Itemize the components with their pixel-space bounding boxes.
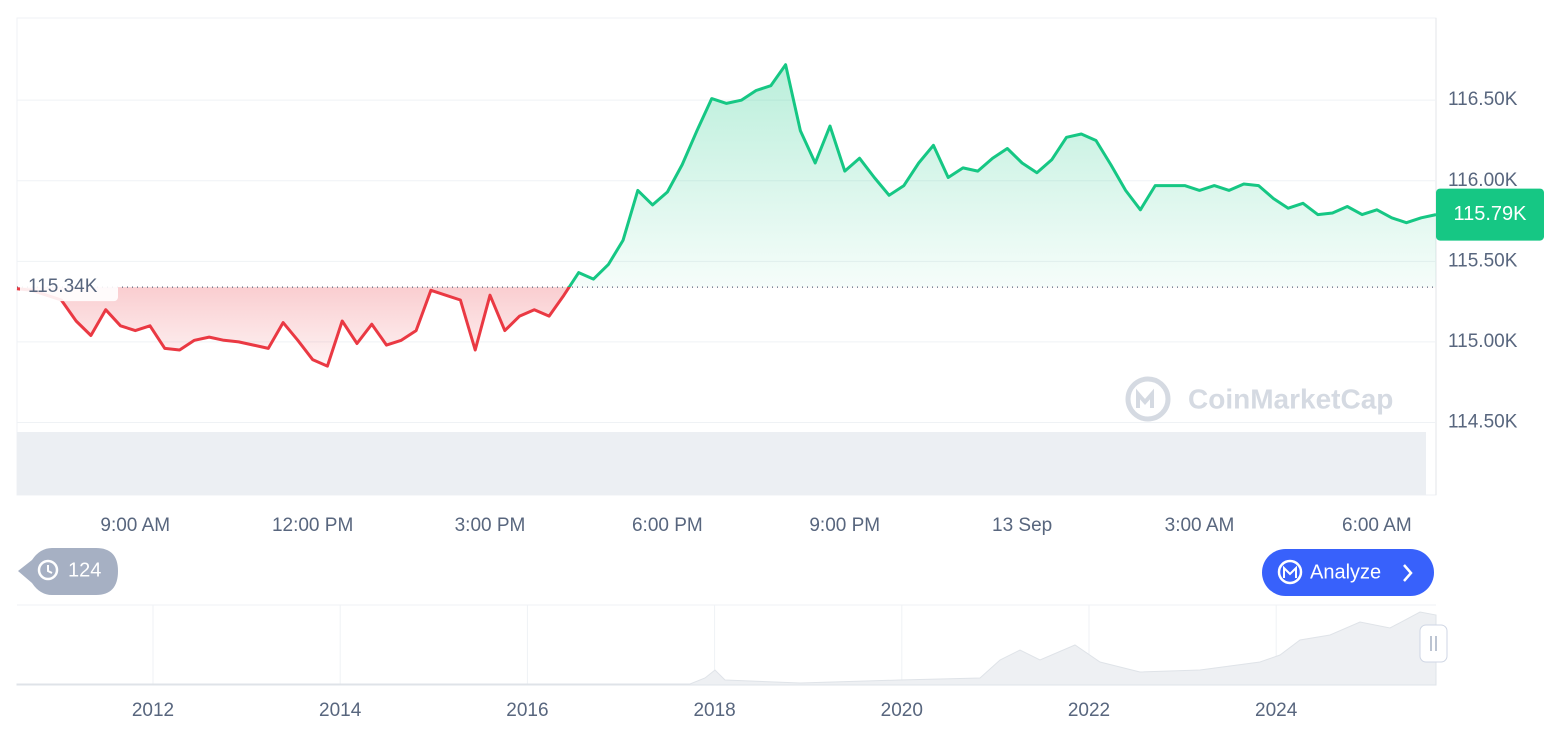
y-tick-label: 116.00K	[1448, 170, 1518, 191]
price-area	[17, 64, 1436, 367]
navigator-area	[16, 611, 1437, 686]
watermark-text: CoinMarketCap	[1188, 383, 1393, 414]
x-tick-label: 9:00 PM	[809, 515, 880, 536]
volume-band	[17, 432, 1426, 495]
analyze-button[interactable]: Analyze	[1262, 549, 1434, 596]
navigator-label: 2024	[1255, 700, 1298, 721]
y-tick-label: 115.50K	[1448, 250, 1518, 271]
navigator-label: 2014	[319, 700, 362, 721]
x-tick-label: 12:00 PM	[272, 515, 353, 536]
navigator-label: 2020	[881, 700, 923, 721]
x-tick-label: 3:00 AM	[1165, 515, 1235, 536]
x-tick-label: 13 Sep	[992, 515, 1052, 536]
navigator-handle[interactable]	[1419, 624, 1448, 663]
baseline-label: 115.34K	[28, 276, 98, 297]
baseline-label-bg	[20, 273, 118, 302]
y-tick-label: 114.50K	[1448, 411, 1518, 432]
navigator-label: 2022	[1068, 700, 1110, 721]
x-tick-label: 3:00 PM	[455, 515, 526, 536]
history-count: 124	[68, 559, 101, 581]
history-badge[interactable]: 124	[18, 548, 118, 595]
y-tick-label: 116.50K	[1448, 89, 1518, 110]
y-tick-label: 115.00K	[1448, 331, 1518, 352]
current-price-tag	[1436, 188, 1544, 241]
current-price-label: 115.79K	[1453, 203, 1527, 225]
x-tick-label: 6:00 AM	[1342, 515, 1412, 536]
price-line	[16, 63, 1437, 368]
watermark: CoinMarketCap	[1125, 376, 1393, 422]
analyze-label: Analyze	[1310, 561, 1381, 583]
navigator-label: 2012	[132, 700, 174, 721]
x-tick-label: 6:00 PM	[632, 515, 703, 536]
navigator-label: 2016	[506, 700, 548, 721]
x-tick-label: 9:00 AM	[100, 515, 170, 536]
navigator-label: 2018	[693, 700, 735, 721]
